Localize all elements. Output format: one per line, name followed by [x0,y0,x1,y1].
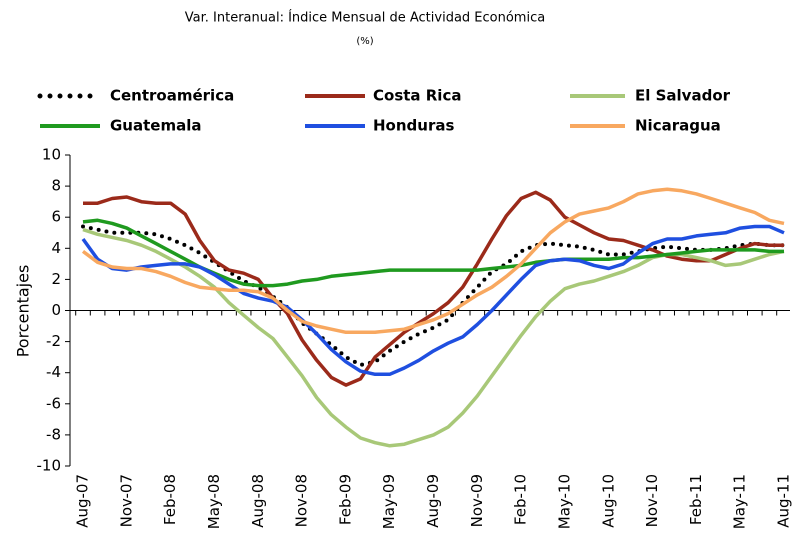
x-tick-label: May-10 [555,474,573,529]
x-tick-label: Aug-08 [249,474,267,528]
legend-label: Centroamérica [110,87,234,105]
y-tick-label: -6 [46,394,61,412]
y-tick-label: 10 [42,146,61,164]
y-tick-label: 6 [51,208,61,226]
y-axis-label: Porcentajes [14,265,33,358]
x-tick-label: May-11 [731,474,749,529]
x-tick-label: May-09 [380,474,398,529]
series-line [83,190,784,387]
x-tick-label: Nov-08 [293,474,311,527]
y-tick-label: -8 [46,425,61,443]
x-tick-label: May-08 [205,474,223,529]
x-tick-label: Aug-09 [424,474,442,528]
series-line [81,187,785,335]
y-tick-label: -10 [37,457,62,475]
x-tick-label: Feb-09 [336,474,354,525]
x-tick-label: Nov-07 [117,474,135,527]
legend-label: Nicaragua [635,117,721,135]
legend-label: Honduras [373,117,454,135]
x-tick-label: Feb-10 [512,474,530,525]
x-tick-label: Aug-11 [775,474,793,528]
x-tick-label: Aug-10 [599,474,617,528]
legend-label: Guatemala [110,117,201,135]
series-line [81,224,786,367]
series-line [82,218,784,288]
x-tick-label: Aug-07 [74,474,92,528]
legend-label: El Salvador [635,87,731,105]
x-tick-label: Nov-10 [643,474,661,527]
y-tick-label: 4 [51,239,61,257]
chart-subtitle: (%) [356,36,373,47]
y-tick-label: 8 [51,177,61,195]
series-line [81,224,785,377]
x-tick-label: Feb-08 [161,474,179,525]
x-tick-label: Feb-11 [687,474,705,525]
y-tick-label: 0 [51,301,61,319]
legend-label: Costa Rica [373,87,461,105]
y-tick-label: -2 [46,332,61,350]
chart-title: Var. Interanual: Índice Mensual de Activ… [185,10,545,26]
x-tick-label: Nov-09 [468,474,486,527]
y-tick-label: 2 [51,270,61,288]
y-tick-label: -4 [46,363,61,381]
